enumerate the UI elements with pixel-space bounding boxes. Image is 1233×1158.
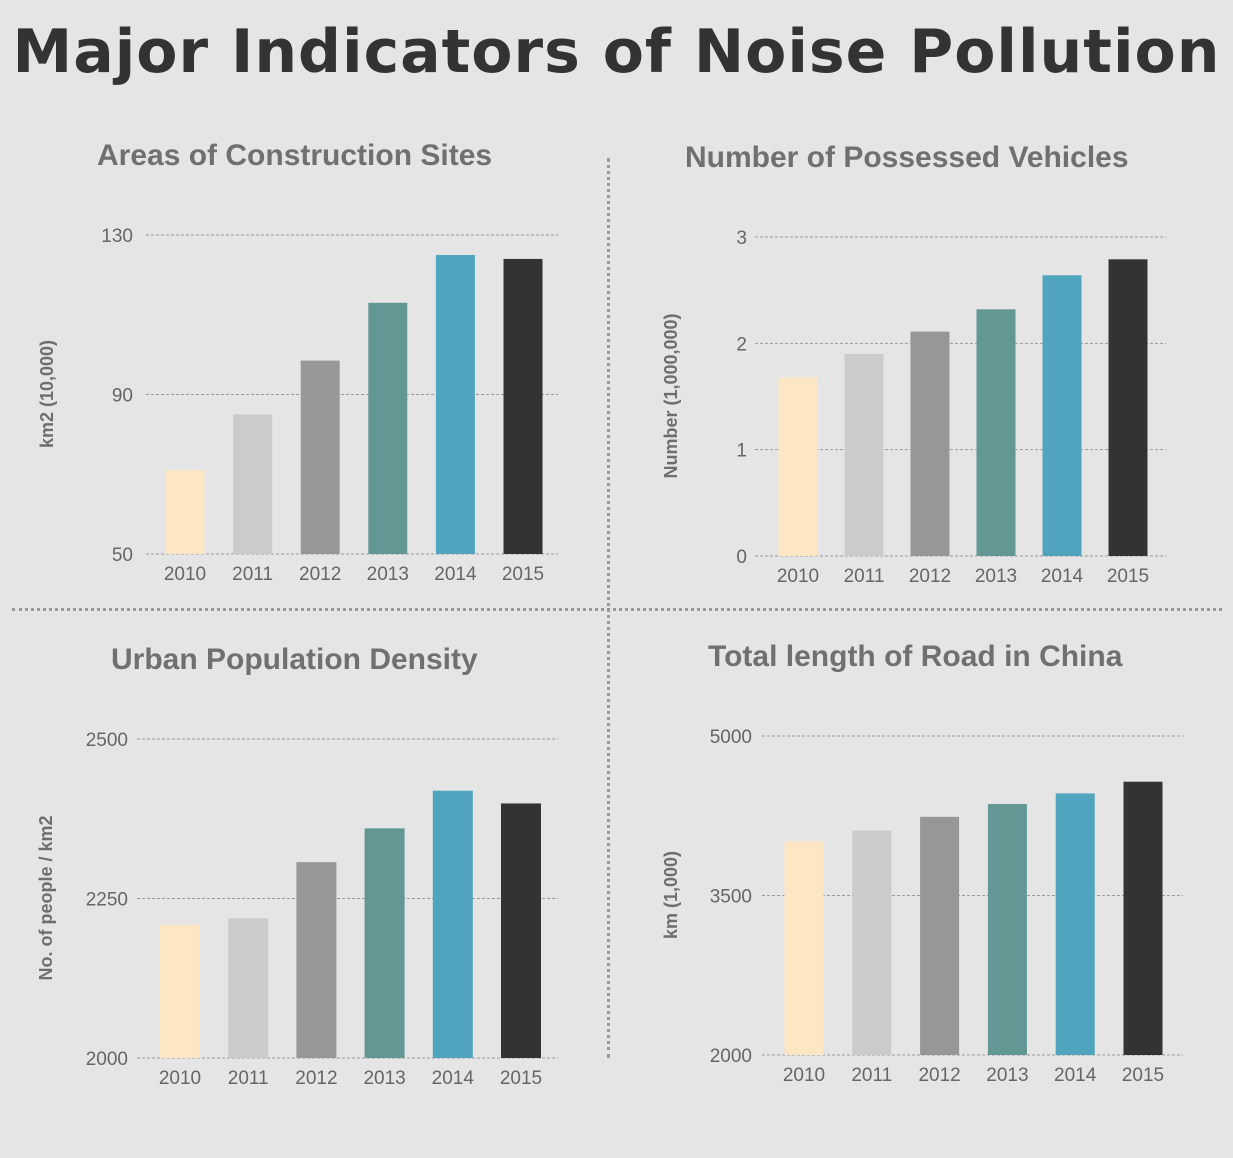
chart-3-ytick-label: 2000 [86,1049,128,1070]
chart-1-bar-2010 [165,470,205,554]
chart-2: 0 1 2 3 2010 2011 2012 2013 2014 2015 Number (1,00… [661,228,1166,587]
chart-3-xtick-label: 2012 [295,1068,337,1089]
chart-4-xtick-label: 2010 [783,1065,825,1086]
chart-2-bar-2013 [976,309,1016,556]
chart-2-ytick-label: 0 [736,547,747,568]
chart-4-xtick-label: 2015 [1122,1065,1164,1086]
chart-2-xtick-label: 2014 [1041,566,1084,587]
chart-1-bar-2012 [300,360,340,554]
chart-2-xtick-label: 2012 [909,566,951,587]
chart-3-bar-2013 [364,828,405,1058]
chart-4-xtick-label: 2014 [1054,1065,1097,1086]
chart-3-xtick-label: 2015 [500,1068,542,1089]
main-title: Major Indicators of Noise Pollution [12,17,1221,87]
chart-2-ytick-label: 2 [736,334,747,355]
chart-1-ytick-label: 90 [112,386,133,407]
chart-3-ylabel: No. of people / km2 [36,815,56,980]
chart-3-ytick-label: 2250 [86,890,128,911]
chart-3-bar-2010 [160,924,200,1058]
chart-2-ytick-label: 3 [736,228,747,249]
chart-1-bar-2014 [435,254,475,554]
chart-4-title: Total length of Road in China [708,640,1123,673]
chart-4-ytick-label: 3500 [710,887,752,908]
chart-1-xtick-label: 2015 [502,564,544,585]
chart-4-xtick-label: 2011 [851,1065,892,1086]
chart-1-xtick-label: 2013 [367,564,409,585]
chart-2-ytick-label: 1 [736,441,747,462]
chart-4-xtick-label: 2013 [986,1065,1028,1086]
chart-4-bar-2010 [784,841,824,1055]
chart-1-bar-2015 [503,258,543,554]
chart-3-xtick-label: 2011 [228,1068,269,1089]
chart-2-xtick-label: 2010 [777,566,819,587]
chart-1-ytick-label: 50 [112,545,133,566]
chart-1-xtick-label: 2014 [434,564,477,585]
chart-1-xtick-label: 2010 [164,564,206,585]
chart-2-bar-2012 [910,331,950,556]
chart-1-bar-2013 [368,302,408,554]
chart-4-xtick-label: 2012 [918,1065,960,1086]
chart-1-ylabel: km2 (10,000) [37,340,57,448]
chart-3-ytick-label: 2500 [86,730,128,751]
chart-4-bar-2013 [987,804,1027,1055]
chart-3-bar-2012 [296,862,337,1058]
chart-1-bar-2011 [233,414,273,554]
horizontal-divider [12,608,1222,611]
chart-1-ytick-label: 130 [101,226,133,247]
chart-4-bar-2014 [1055,793,1095,1055]
chart-2-bar-2010 [778,377,818,556]
chart-3-xtick-label: 2010 [159,1068,201,1089]
chart-1-xtick-label: 2011 [232,564,273,585]
chart-3-bar-2015 [501,803,541,1058]
chart-4-bar-2015 [1123,781,1163,1055]
chart-2-bar-2014 [1042,275,1082,556]
chart-3: 2000 2250 2500 2010 2011 2012 2013 2014 2015 No. … [36,730,558,1089]
chart-3-xtick-label: 2014 [432,1068,475,1089]
chart-1-xtick-label: 2012 [299,564,341,585]
chart-2-xtick-label: 2015 [1107,566,1149,587]
chart-4-ytick-label: 2000 [710,1046,752,1067]
chart-2-ylabel: Number (1,000,000) [661,313,681,478]
chart-2-title: Number of Possessed Vehicles [685,141,1129,174]
chart-3-xtick-label: 2013 [363,1068,405,1089]
chart-4-bar-2011 [852,830,892,1055]
chart-1: 50 90 130 2010 2011 2012 2013 2014 2015 km2 (10,0… [37,226,558,585]
chart-3-title: Urban Population Density [111,643,478,676]
chart-2-bar-2011 [844,353,884,556]
chart-4-bar-2012 [920,816,960,1055]
chart-2-xtick-label: 2013 [975,566,1017,587]
chart-1-title: Areas of Construction Sites [97,139,493,172]
chart-4-ylabel: km (1,000) [661,851,681,939]
chart-4: 2000 3500 5000 2010 2011 2012 2013 2014 2015 km (… [661,727,1183,1086]
chart-2-bar-2015 [1108,259,1148,556]
chart-2-xtick-label: 2011 [844,566,885,587]
chart-3-bar-2011 [228,918,269,1058]
chart-3-bar-2014 [432,790,473,1058]
chart-4-ytick-label: 5000 [710,727,752,748]
